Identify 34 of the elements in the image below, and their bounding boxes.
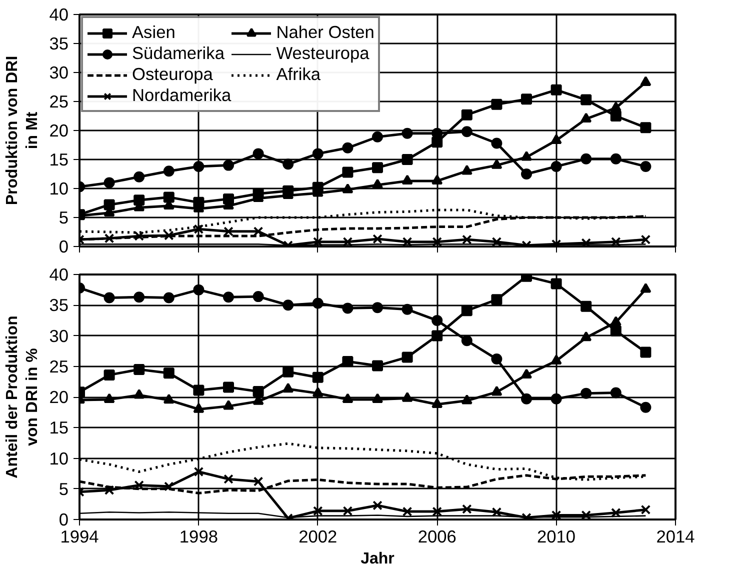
- y-axis-title: Anteil der Produktion von DRI in %: [4, 316, 42, 478]
- y-tick-label: 30: [49, 62, 69, 82]
- y-tick-label: 0: [58, 510, 69, 530]
- legend-label: Osteuropa: [132, 64, 213, 85]
- legend-label: Naher Osten: [276, 22, 374, 43]
- y-tick-label: 10: [49, 178, 69, 198]
- y-tick-label: 20: [49, 387, 69, 407]
- y-tick-label: 35: [49, 295, 69, 316]
- legend-label: Südamerika: [132, 43, 224, 64]
- x-tick-label: 2006: [418, 526, 456, 546]
- x-axis-title: Jahr: [360, 550, 394, 568]
- y-axis-title: Produktion von DRI in Mt: [4, 56, 42, 206]
- y-tick-label: 20: [49, 120, 69, 140]
- y-tick-label: 25: [49, 356, 69, 376]
- legend-label: Asien: [132, 22, 176, 43]
- legend-label: Nordamerika: [132, 85, 232, 106]
- y-tick-label: 40: [49, 264, 69, 284]
- y-tick-label: 25: [49, 92, 69, 112]
- x-tick-label: 2010: [537, 526, 576, 546]
- y-tick-label: 40: [49, 4, 69, 24]
- x-tick-label: 2014: [656, 526, 696, 546]
- y-tick-label: 35: [49, 34, 69, 54]
- x-tick-label: 1998: [179, 526, 218, 546]
- y-tick-label: 15: [49, 418, 69, 438]
- x-tick-label: 2002: [298, 526, 338, 546]
- x-tick-label: 1994: [60, 526, 100, 546]
- y-tick-label: 30: [49, 326, 69, 346]
- legend-label: Afrika: [276, 64, 320, 85]
- y-tick-label: 5: [58, 208, 69, 228]
- y-tick-label: 15: [49, 150, 69, 170]
- y-tick-label: 5: [58, 478, 69, 499]
- y-tick-label: 0: [58, 236, 69, 256]
- legend-label: Westeuropa: [276, 43, 370, 64]
- y-tick-label: 10: [49, 448, 69, 468]
